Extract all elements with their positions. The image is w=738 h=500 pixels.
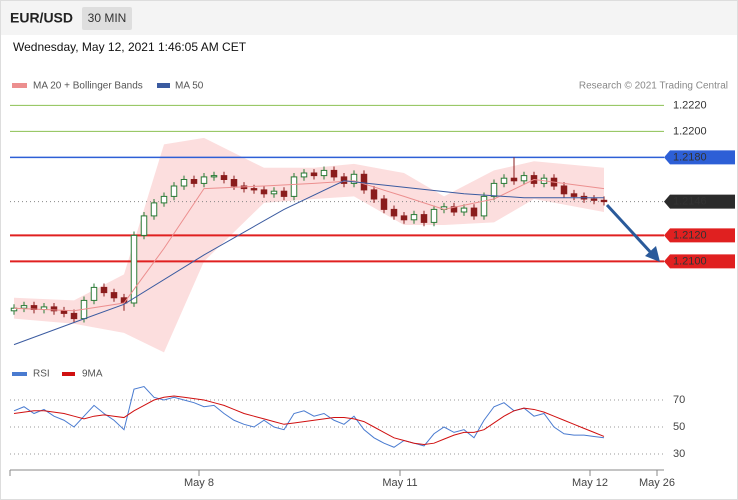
level-label-box (664, 254, 735, 269)
candle-body (280, 190, 288, 197)
candle-body (600, 199, 608, 203)
candle-body (210, 175, 218, 178)
level-label: 1.2146 (673, 196, 707, 208)
x-tick-label: May 26 (639, 477, 675, 489)
legend-label: 9MA (82, 369, 103, 380)
indicator-line (13, 385, 605, 448)
legend-label: MA 50 (175, 81, 204, 92)
legend-swatch (12, 83, 27, 88)
legend-swatch (157, 83, 170, 88)
legend-label: RSI (33, 369, 50, 380)
candle-body (360, 173, 368, 191)
candle-body (130, 234, 138, 304)
candle-body (220, 175, 228, 181)
y-tick-label: 30 (673, 448, 685, 460)
candle-body (320, 169, 328, 177)
x-tick-label: May 8 (184, 477, 214, 489)
candle-body (180, 179, 188, 187)
forecast-arrow (605, 203, 660, 262)
candle-body (170, 185, 178, 197)
candle-body (230, 179, 238, 187)
y-tick-label: 70 (673, 394, 685, 406)
candle-body (470, 207, 478, 217)
interval: 30 MIN (88, 11, 127, 25)
x-tick-label: May 12 (572, 477, 608, 489)
interval-badge (82, 7, 132, 30)
candle-body (340, 176, 348, 184)
candle-body (490, 182, 498, 197)
candle-body (150, 202, 158, 217)
plot-layer: 1.2220 1.2200 1.2180 1.2146 1.2120 1.2100 70 50… (9, 99, 735, 489)
candle-body (190, 179, 198, 184)
candle-body (250, 188, 258, 191)
legend-swatch (12, 372, 27, 376)
candle-body (430, 208, 438, 223)
candle-body (500, 177, 508, 184)
candle-body (310, 172, 318, 177)
candle-body (520, 175, 528, 182)
candle-body (90, 286, 98, 301)
x-tick-label: May 11 (382, 477, 417, 489)
candle-body (410, 214, 418, 221)
candle-body (460, 207, 468, 213)
candle-body (510, 177, 518, 182)
level-label-box (664, 194, 735, 209)
legend-label: MA 20 + Bollinger Bands (33, 81, 143, 92)
candle-body (260, 189, 268, 195)
legend-swatch (62, 372, 75, 376)
candle-body (70, 312, 78, 320)
bollinger-band (14, 137, 604, 353)
level-label: 1.2200 (673, 125, 707, 137)
level-label: 1.2180 (673, 151, 707, 163)
candle-body (270, 190, 278, 195)
candle-body (300, 172, 308, 178)
candle-body (390, 208, 398, 217)
candle-body (480, 195, 488, 217)
moving-average-line (13, 180, 604, 346)
candle-body (50, 306, 58, 312)
level-label: 1.2120 (673, 229, 707, 241)
moving-average-line (13, 178, 605, 312)
candle-body (110, 292, 118, 299)
level-label: 1.2220 (673, 99, 707, 111)
y-tick-label: 50 (673, 421, 685, 433)
candle-body (450, 206, 458, 213)
candle-body (290, 176, 298, 197)
timestamp: Wednesday, May 12, 2021 1:46:05 AM CET (13, 40, 247, 54)
candle-body (140, 215, 148, 236)
source: Research © 2021 Trading Central (579, 81, 728, 92)
candle-body (380, 198, 388, 210)
candle-body (60, 310, 68, 314)
candle-body (100, 286, 108, 294)
level-label: 1.2100 (673, 255, 707, 267)
indicator-line (13, 395, 605, 446)
candle-body (350, 173, 358, 184)
candle-body (560, 185, 568, 195)
candle-body (420, 214, 428, 223)
level-label-box (664, 228, 735, 243)
candle-body (400, 215, 408, 221)
level-label-box (664, 150, 735, 165)
candle-body (590, 198, 598, 201)
candle-body (160, 195, 168, 204)
candle-body (370, 189, 378, 200)
symbol: EUR/USD (10, 10, 73, 26)
candle-body (570, 193, 578, 197)
candle-body (200, 176, 208, 184)
candle-body (330, 169, 338, 178)
candle-body (20, 305, 28, 309)
